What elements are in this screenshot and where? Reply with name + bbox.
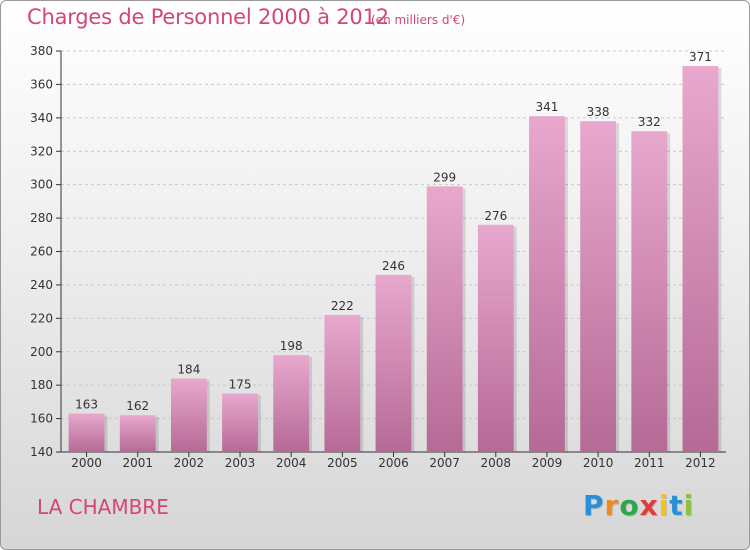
y-tick-label: 280 bbox=[30, 211, 53, 225]
y-tick-label: 160 bbox=[30, 412, 53, 426]
data-label: 338 bbox=[587, 105, 610, 119]
data-label: 332 bbox=[638, 115, 661, 129]
data-label: 246 bbox=[382, 259, 405, 273]
logo-letter: i bbox=[683, 489, 695, 522]
bar bbox=[170, 378, 207, 452]
x-tick-label: 2003 bbox=[225, 456, 256, 470]
data-label: 162 bbox=[126, 399, 149, 413]
data-label: 222 bbox=[331, 299, 354, 313]
bar bbox=[324, 314, 361, 452]
data-label: 341 bbox=[536, 100, 559, 114]
data-label: 184 bbox=[177, 362, 200, 376]
logo-letter: P bbox=[583, 489, 605, 522]
bar bbox=[529, 116, 565, 452]
chart-subtitle: (en milliers d'€) bbox=[371, 13, 466, 27]
bar bbox=[682, 66, 719, 452]
bars bbox=[68, 66, 722, 453]
x-tick-label: 2004 bbox=[276, 456, 307, 470]
logo-letter: t bbox=[669, 489, 684, 522]
logo-letter: o bbox=[619, 489, 640, 522]
y-tick-label: 220 bbox=[30, 311, 53, 325]
bar bbox=[222, 393, 258, 452]
y-tick-label: 380 bbox=[30, 44, 53, 58]
y-tick-label: 340 bbox=[30, 111, 53, 125]
bar bbox=[119, 415, 156, 452]
labels: 2000 163 2001 162 2002 184 2003 175 2004 198 2005 2… bbox=[71, 50, 715, 470]
data-label: 276 bbox=[484, 209, 507, 223]
y-tick-label: 240 bbox=[30, 278, 53, 292]
logo-letter: x bbox=[639, 489, 659, 522]
proxiti-logo: Proxiti bbox=[583, 489, 694, 522]
bar bbox=[273, 355, 310, 452]
data-label: 198 bbox=[280, 339, 303, 353]
data-label: 299 bbox=[433, 170, 456, 184]
y-tick-label: 200 bbox=[30, 345, 53, 359]
y-tick-label: 140 bbox=[30, 445, 53, 459]
data-label: 371 bbox=[689, 50, 712, 64]
y-tick-label: 260 bbox=[30, 245, 53, 259]
y-tick-label: 360 bbox=[30, 77, 53, 91]
x-tick-label: 2010 bbox=[583, 456, 614, 470]
bar bbox=[580, 121, 617, 453]
y-tick-label: 300 bbox=[30, 178, 53, 192]
x-tick-label: 2008 bbox=[481, 456, 512, 470]
bar bbox=[477, 224, 514, 452]
x-tick-label: 2007 bbox=[429, 456, 460, 470]
logo-letter: r bbox=[604, 489, 620, 522]
bar bbox=[426, 186, 463, 452]
x-tick-label: 2011 bbox=[634, 456, 665, 470]
bar bbox=[631, 131, 668, 452]
x-tick-label: 2005 bbox=[327, 456, 358, 470]
x-tick-label: 2012 bbox=[685, 456, 716, 470]
y-tick-label: 180 bbox=[30, 378, 53, 392]
x-tick-label: 2001 bbox=[122, 456, 153, 470]
y-tick-label: 320 bbox=[30, 144, 53, 158]
x-tick-label: 2000 bbox=[71, 456, 102, 470]
bar bbox=[68, 413, 105, 452]
data-label: 175 bbox=[229, 378, 252, 392]
logo-letter: i bbox=[658, 489, 670, 522]
city-name: LA CHAMBRE bbox=[37, 495, 169, 519]
axes: 140 160 180 200 220 240 260 280 300 320 340 360 380 bbox=[30, 44, 726, 459]
data-label: 163 bbox=[75, 398, 98, 412]
x-tick-label: 2009 bbox=[532, 456, 563, 470]
bar bbox=[375, 274, 412, 452]
chart-title: Charges de Personnel 2000 à 2012 bbox=[27, 5, 389, 29]
x-tick-label: 2002 bbox=[174, 456, 205, 470]
x-tick-label: 2006 bbox=[378, 456, 409, 470]
